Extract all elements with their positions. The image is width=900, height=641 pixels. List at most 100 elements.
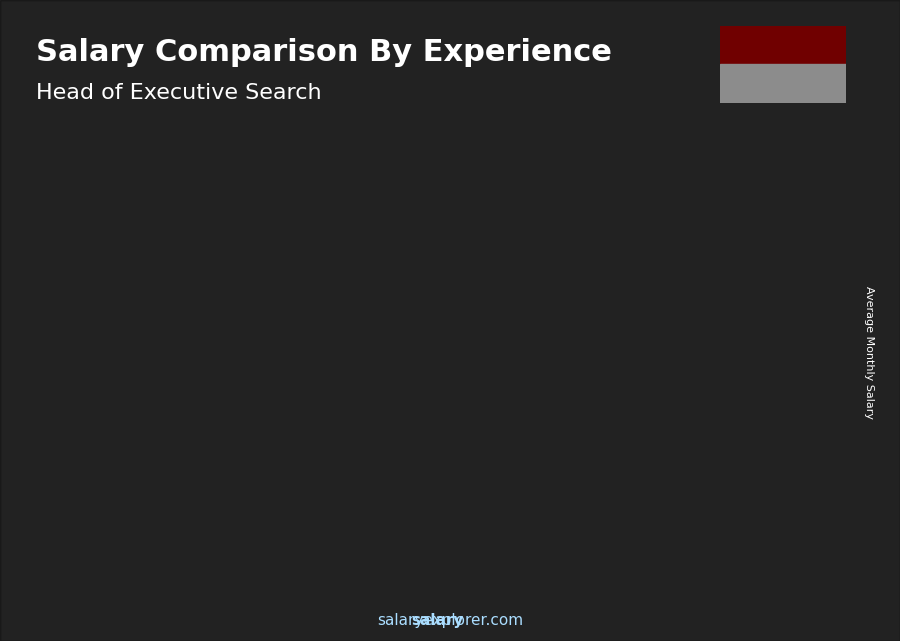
Bar [590,289,670,296]
Bar [458,513,537,520]
Text: 2 to 5: 2 to 5 [209,585,259,600]
Bar [267,524,274,528]
Bar [194,508,274,512]
Bar [458,424,537,431]
Bar [400,426,406,431]
Bar [796,387,802,395]
Bar [327,490,406,495]
Bar [267,504,274,508]
Bar [62,504,141,507]
Bar [723,380,802,387]
Bar [531,412,537,418]
Bar [590,488,670,495]
Bar [796,395,802,402]
Bar [194,424,274,428]
Bar [796,410,802,417]
Bar [663,296,670,303]
Bar [720,64,846,103]
Text: 28,600,000 IDR: 28,600,000 IDR [720,251,811,264]
Bar [458,412,537,418]
Bar [796,372,802,380]
Bar [723,439,802,446]
Bar [327,362,406,367]
Bar [327,474,406,479]
Bar [400,378,406,383]
Bar [400,452,406,458]
Bar [62,507,141,510]
Bar [400,394,406,399]
Bar [327,415,406,420]
Bar [267,512,274,516]
Bar [194,552,274,556]
Bar [723,270,802,277]
Bar [194,556,274,560]
Bar [135,561,141,564]
Bar [62,479,141,483]
Bar [327,458,406,463]
Bar [663,427,670,433]
Text: +7%: +7% [673,222,719,240]
Bar [796,557,802,564]
Bar [194,472,274,476]
Bar [458,501,537,507]
Text: Salary Comparison By Experience: Salary Comparison By Experience [36,38,612,67]
Bar [194,524,274,528]
Text: 20,700,000 IDR: 20,700,000 IDR [320,332,411,345]
Bar [723,270,802,281]
Bar [458,475,537,481]
Bar [723,535,802,542]
Bar [663,537,670,544]
Bar [531,532,537,538]
Bar [458,462,537,469]
Bar [62,534,141,537]
Bar [62,465,141,468]
Bar [458,322,537,329]
Bar [796,476,802,483]
Bar [796,351,802,358]
Bar [327,452,406,458]
Bar [267,485,274,488]
Text: Head of Executive Search: Head of Executive Search [36,83,321,103]
Bar [723,476,802,483]
Bar [723,358,802,365]
Bar [267,476,274,480]
Bar [723,402,802,410]
Bar [531,501,537,507]
Bar [590,296,670,303]
Bar [531,538,537,545]
Bar [62,492,141,495]
Bar [194,404,274,411]
Bar [267,540,274,544]
Bar [267,464,274,469]
Bar [458,488,537,494]
Bar [327,426,406,431]
Bar [531,494,537,501]
Bar [400,367,406,372]
Bar [663,523,670,529]
Bar [62,525,141,528]
Bar [796,528,802,535]
Bar [531,545,537,551]
Bar [531,354,537,361]
Text: 5 to 10: 5 to 10 [336,585,396,600]
Bar [531,424,537,431]
Bar [267,488,274,492]
Bar [62,558,141,561]
Bar [590,413,670,420]
Bar [327,506,406,511]
Bar [135,489,141,492]
Bar [194,404,274,408]
Bar [327,516,406,522]
Bar [400,537,406,543]
Bar [458,532,537,538]
Bar [135,465,141,468]
Bar [663,379,670,385]
Bar [267,444,274,449]
Bar [327,527,406,532]
Bar [531,335,537,342]
Bar [458,456,537,462]
Bar [663,399,670,406]
Bar [400,463,406,468]
Bar [62,470,141,474]
Bar [458,374,537,379]
